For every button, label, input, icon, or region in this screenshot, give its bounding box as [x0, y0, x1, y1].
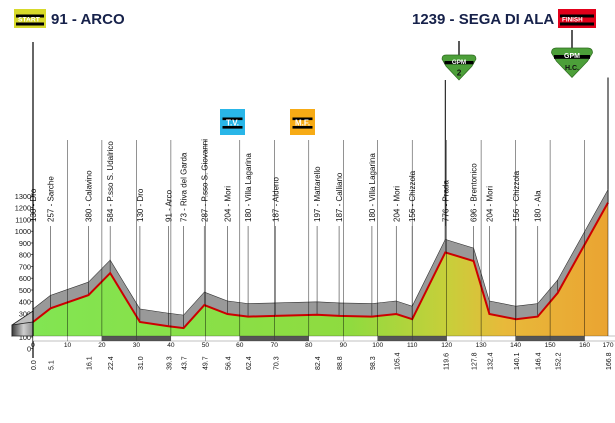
svg-text:156 - Chizzola: 156 - Chizzola [408, 170, 417, 222]
svg-text:30: 30 [133, 342, 141, 349]
svg-text:500: 500 [19, 286, 31, 295]
svg-text:130 - Dro: 130 - Dro [136, 188, 145, 222]
svg-text:2: 2 [457, 68, 462, 78]
svg-text:110: 110 [407, 342, 418, 349]
svg-text:0: 0 [31, 342, 35, 349]
svg-text:40: 40 [167, 342, 175, 349]
svg-text:91 - ARCO: 91 - ARCO [51, 11, 125, 28]
svg-text:GPM: GPM [452, 59, 466, 66]
svg-text:140.1: 140.1 [514, 352, 521, 370]
svg-text:62.4: 62.4 [246, 356, 253, 370]
svg-text:80: 80 [305, 342, 313, 349]
svg-text:1000: 1000 [15, 227, 31, 236]
svg-text:5.1: 5.1 [49, 360, 56, 370]
svg-text:130: 130 [476, 342, 487, 349]
svg-text:1239 - SEGA DI ALA: 1239 - SEGA DI ALA [412, 11, 554, 28]
svg-text:287 - P.sso S. Giovanni: 287 - P.sso S. Giovanni [200, 139, 209, 222]
svg-text:70: 70 [271, 342, 279, 349]
svg-text:180 - Ala: 180 - Ala [534, 190, 543, 222]
svg-text:73 - Riva del Garda: 73 - Riva del Garda [180, 152, 189, 222]
svg-text:98.3: 98.3 [370, 356, 377, 370]
svg-text:88.8: 88.8 [337, 356, 344, 370]
svg-text:16.1: 16.1 [87, 356, 94, 370]
svg-text:43.7: 43.7 [182, 356, 189, 370]
svg-text:180 - Villa Lagarina: 180 - Villa Lagarina [244, 153, 253, 222]
svg-text:197 - Mattarello: 197 - Mattarello [313, 166, 322, 222]
svg-text:204 - Mori: 204 - Mori [392, 186, 401, 222]
svg-text:696 - Brentonico: 696 - Brentonico [470, 163, 479, 222]
svg-text:M.F.: M.F. [295, 119, 310, 128]
svg-text:132.4: 132.4 [487, 352, 494, 370]
svg-text:100: 100 [372, 342, 383, 349]
svg-text:GPM: GPM [564, 53, 580, 60]
svg-text:204 - Mori: 204 - Mori [485, 186, 494, 222]
svg-text:60: 60 [236, 342, 244, 349]
svg-text:70.3: 70.3 [273, 356, 280, 370]
svg-text:140: 140 [510, 342, 521, 349]
svg-text:119.6: 119.6 [443, 353, 450, 370]
svg-text:776 - Prada: 776 - Prada [441, 180, 450, 222]
svg-text:400: 400 [19, 298, 31, 307]
svg-text:56.4: 56.4 [225, 356, 232, 370]
svg-text:146.4: 146.4 [536, 352, 543, 370]
svg-text:584 - P.sso S. Udalrico: 584 - P.sso S. Udalrico [106, 141, 115, 222]
svg-text:49.7: 49.7 [202, 356, 209, 370]
svg-text:91 - Arco: 91 - Arco [165, 189, 174, 222]
svg-text:START: START [18, 17, 41, 24]
svg-text:105.4: 105.4 [394, 352, 401, 370]
svg-text:187 - Aldeno: 187 - Aldeno [271, 177, 280, 222]
svg-text:39.3: 39.3 [167, 356, 174, 370]
svg-text:204 - Mori: 204 - Mori [223, 186, 232, 222]
svg-text:10: 10 [64, 342, 72, 349]
svg-text:20: 20 [98, 342, 106, 349]
svg-text:127.8: 127.8 [472, 352, 479, 370]
svg-text:156 - Chizzola: 156 - Chizzola [512, 170, 521, 222]
svg-text:T.V.: T.V. [226, 119, 239, 128]
svg-text:31.0: 31.0 [138, 356, 145, 370]
svg-text:H.C.: H.C. [565, 65, 579, 72]
svg-text:170: 170 [602, 342, 613, 349]
svg-text:22.4: 22.4 [108, 356, 115, 370]
svg-text:50: 50 [202, 342, 210, 349]
svg-text:120: 120 [441, 342, 452, 349]
svg-text:900: 900 [19, 239, 31, 248]
svg-text:152.2: 152.2 [556, 352, 563, 370]
svg-text:700: 700 [19, 263, 31, 272]
svg-text:0.0: 0.0 [31, 360, 38, 370]
svg-text:800: 800 [19, 251, 31, 260]
svg-text:187 - Calliano: 187 - Calliano [335, 172, 344, 222]
svg-text:160: 160 [579, 342, 590, 349]
svg-text:180 - Villa Lagarina: 180 - Villa Lagarina [368, 153, 377, 222]
svg-text:82.4: 82.4 [315, 356, 322, 370]
svg-text:FINISH: FINISH [562, 17, 583, 24]
svg-text:380 - Calavino: 380 - Calavino [85, 170, 94, 222]
svg-text:150: 150 [545, 342, 556, 349]
svg-text:90: 90 [340, 342, 348, 349]
svg-text:257 - Sarche: 257 - Sarche [47, 176, 56, 222]
svg-text:166.8: 166.8 [606, 352, 613, 370]
svg-text:600: 600 [19, 274, 31, 283]
